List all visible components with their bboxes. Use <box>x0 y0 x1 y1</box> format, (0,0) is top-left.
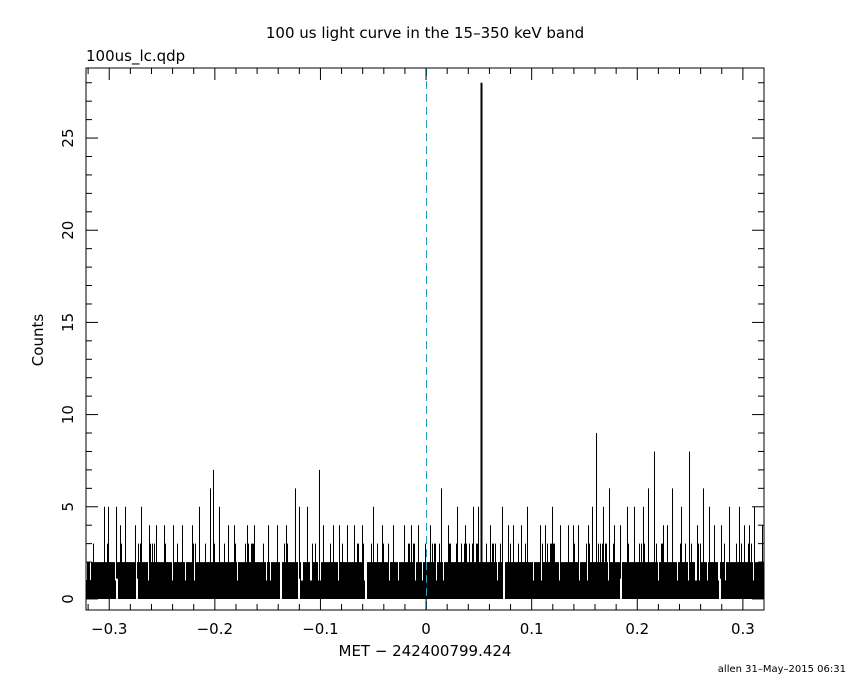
plot-border <box>85 67 765 611</box>
y-axis-ticks: 0 5 10 15 20 25 <box>59 82 764 604</box>
x-axis-label: MET − 242400799.424 <box>339 642 512 660</box>
x-tick-label: 0 <box>421 620 431 638</box>
x-tick-label: 0.1 <box>520 620 544 638</box>
x-tick-label: 0.3 <box>731 620 755 638</box>
x-tick-label: −0.2 <box>197 620 233 638</box>
plot-frame <box>85 67 765 611</box>
data-gap <box>298 578 300 599</box>
data-gap <box>503 578 505 599</box>
y-tick-label: 0 <box>59 594 77 604</box>
y-tick-label: 20 <box>59 221 77 240</box>
y-tick-label: 5 <box>59 502 77 512</box>
y-tick-label: 15 <box>59 313 77 332</box>
zero-level-band <box>86 580 764 599</box>
file-label: 100us_lc.qdp <box>86 47 185 66</box>
x-tick-label: −0.3 <box>91 620 127 638</box>
y-tick-label: 25 <box>59 129 77 148</box>
x-tick-label: −0.1 <box>302 620 338 638</box>
data-gap <box>365 578 367 599</box>
data-gap <box>620 578 622 599</box>
x-axis-ticks: −0.3 −0.2 −0.1 0 0.1 0.2 0.3 <box>87 68 765 638</box>
y-axis-label: Counts <box>29 314 47 367</box>
data-gap <box>719 578 721 599</box>
footer-stamp: allen 31–May–2015 06:31 <box>718 664 846 675</box>
light-curve-bins <box>86 82 764 599</box>
data-gap <box>280 578 282 599</box>
y-tick-label: 10 <box>59 405 77 424</box>
data-gap <box>136 578 138 599</box>
data-gap <box>116 578 118 599</box>
x-tick-label: 0.2 <box>625 620 649 638</box>
chart-title: 100 us light curve in the 15–350 keV ban… <box>266 24 584 42</box>
